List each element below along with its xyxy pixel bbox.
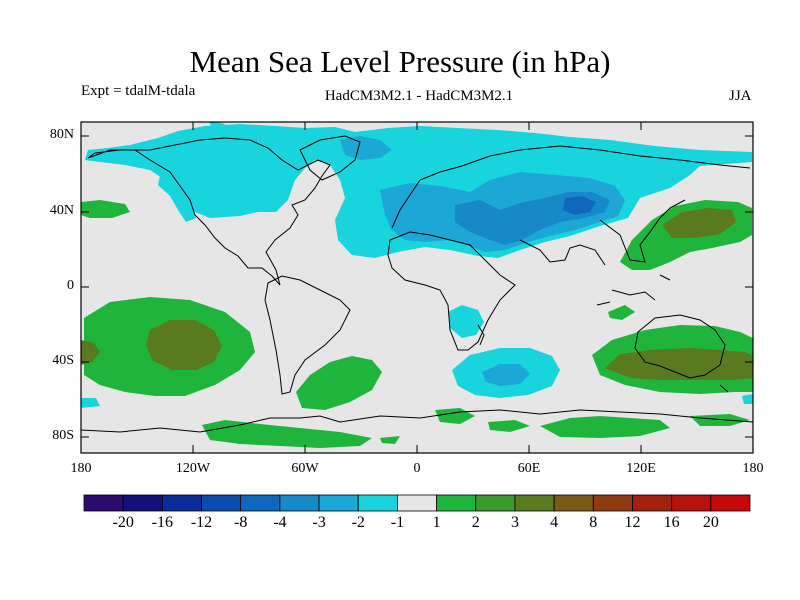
colorbar-swatch — [436, 494, 477, 512]
colorbar-swatch — [397, 494, 437, 512]
colorbar-swatch — [357, 494, 398, 512]
negative-anomaly-fields — [81, 122, 753, 408]
colorbar-label: -3 — [312, 514, 326, 531]
africa-coast — [387, 231, 516, 351]
map-plot-area — [81, 122, 753, 453]
xtick-label-0: 0 — [413, 461, 421, 476]
islands-coast — [477, 274, 729, 393]
south-pacific-positive-core — [146, 320, 222, 370]
colorbar-label: 2 — [471, 514, 480, 531]
tibet-negative-max — [563, 196, 596, 215]
xtick-label-60e: 60E — [517, 461, 541, 476]
colorbar-swatch — [514, 494, 555, 512]
colorbar-swatch — [161, 494, 202, 512]
ytick-label-0: 0 — [67, 278, 74, 293]
eurasia-coast — [391, 145, 751, 266]
axis-ticks — [81, 122, 753, 453]
australia-positive-core — [605, 348, 753, 380]
south-indian-negative-core — [482, 364, 530, 386]
colorbar-swatch — [710, 494, 751, 512]
colorbar-swatch — [632, 494, 673, 512]
colorbar-label: 20 — [702, 514, 719, 531]
north-pacific-negative-arm — [158, 175, 196, 222]
xtick-label-180e: 180 — [742, 461, 764, 476]
colorbar-label: 1 — [432, 514, 441, 531]
xtick-label-120w: 120W — [175, 461, 211, 476]
south-america-coast — [264, 275, 351, 395]
xtick-label-120e: 120E — [626, 461, 656, 476]
ytick-label-40n: 40N — [49, 203, 74, 218]
colorbar-label: -8 — [234, 514, 248, 531]
ytick-label-80s: 80S — [52, 428, 74, 443]
colorbar-swatch — [671, 494, 712, 512]
colorbar-label: 4 — [550, 514, 559, 531]
positive-anomaly-fields — [81, 200, 753, 448]
experiment-label: Expt = tdalM-tdala — [81, 83, 196, 99]
colorbar-swatch — [122, 494, 163, 512]
colorbar-swatch — [475, 494, 516, 512]
colorbar-label: -16 — [151, 514, 173, 531]
australia-coast — [634, 314, 726, 379]
northwest-pacific-positive-core — [662, 208, 736, 238]
dateline-positive-edge — [81, 340, 100, 365]
colorbar-label: -1 — [390, 514, 405, 531]
south-africa-negative — [448, 305, 484, 338]
colorbar-swatch — [553, 494, 594, 512]
colorbar-label: 16 — [663, 514, 680, 531]
xtick-label-60w: 60W — [291, 461, 319, 476]
greenland-coast — [299, 135, 361, 181]
colorbar-label: -4 — [273, 514, 287, 531]
season-label: JJA — [729, 88, 752, 104]
colorbar-swatch — [279, 494, 320, 512]
colorbar-label: -12 — [190, 514, 213, 531]
colorbar-label: -2 — [351, 514, 365, 531]
colorbar-label: 8 — [589, 514, 598, 531]
ytick-label-40s: 40S — [52, 353, 74, 368]
colorbar-swatch — [592, 494, 633, 512]
colorbar-swatch — [201, 494, 242, 512]
colorbar-swatch — [83, 494, 124, 512]
colorbar-label: 12 — [624, 514, 641, 531]
antarctica-coast — [81, 409, 753, 433]
xtick-label-180w: 180 — [70, 461, 92, 476]
colorbar — [83, 494, 751, 512]
model-label: HadCM3M2.1 - HadCM3M2.1 — [324, 88, 514, 104]
colorbar-label: -20 — [112, 514, 134, 531]
map-title: Mean Sea Level Pressure (in hPa) — [189, 44, 611, 79]
colorbar-label: 3 — [510, 514, 519, 531]
colorbar-swatch — [240, 494, 281, 512]
coastlines — [81, 135, 753, 433]
north-america-coast — [87, 137, 331, 286]
ytick-label-80n: 80N — [49, 127, 74, 142]
colorbar-swatch — [318, 494, 359, 512]
south-atlantic-positive — [296, 356, 382, 410]
